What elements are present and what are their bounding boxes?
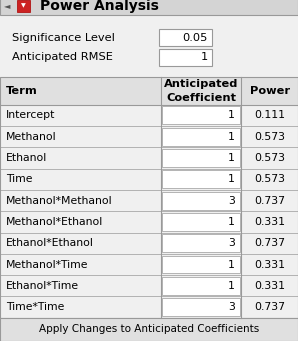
- Text: Significance Level: Significance Level: [12, 32, 115, 43]
- Text: 0.737: 0.737: [254, 238, 285, 248]
- Text: Methanol*Methanol: Methanol*Methanol: [6, 196, 113, 206]
- Text: 1: 1: [228, 174, 235, 184]
- Text: 0.05: 0.05: [183, 32, 208, 43]
- Text: Ethanol: Ethanol: [6, 153, 47, 163]
- Text: 0.737: 0.737: [254, 196, 285, 206]
- Text: 1: 1: [228, 217, 235, 227]
- FancyBboxPatch shape: [162, 128, 240, 146]
- FancyBboxPatch shape: [0, 318, 298, 341]
- FancyBboxPatch shape: [17, 0, 30, 12]
- FancyBboxPatch shape: [159, 49, 212, 66]
- FancyBboxPatch shape: [162, 234, 240, 252]
- Text: 3: 3: [228, 302, 235, 312]
- FancyBboxPatch shape: [162, 192, 240, 209]
- Text: 0.331: 0.331: [254, 217, 285, 227]
- Text: Power: Power: [250, 86, 290, 96]
- Text: 1: 1: [228, 132, 235, 142]
- Text: 1: 1: [228, 153, 235, 163]
- FancyBboxPatch shape: [162, 106, 240, 124]
- Text: 1: 1: [228, 110, 235, 120]
- Text: Term: Term: [6, 86, 38, 96]
- Text: 3: 3: [228, 196, 235, 206]
- Text: Anticipated: Anticipated: [164, 79, 238, 89]
- Text: 0.111: 0.111: [254, 110, 285, 120]
- FancyBboxPatch shape: [0, 0, 298, 15]
- Text: ▼: ▼: [21, 4, 26, 9]
- Text: Ethanol*Ethanol: Ethanol*Ethanol: [6, 238, 94, 248]
- Text: Time: Time: [6, 174, 32, 184]
- Text: Time*Time: Time*Time: [6, 302, 64, 312]
- Text: ◄: ◄: [4, 1, 11, 11]
- Text: 0.737: 0.737: [254, 302, 285, 312]
- Text: Anticipated RMSE: Anticipated RMSE: [12, 52, 113, 62]
- Text: Methanol*Time: Methanol*Time: [6, 260, 89, 269]
- FancyBboxPatch shape: [159, 29, 212, 46]
- FancyBboxPatch shape: [162, 213, 240, 231]
- Text: 1: 1: [228, 281, 235, 291]
- FancyBboxPatch shape: [0, 77, 298, 105]
- Text: Methanol*Ethanol: Methanol*Ethanol: [6, 217, 103, 227]
- FancyBboxPatch shape: [162, 149, 240, 167]
- Text: 0.573: 0.573: [254, 132, 285, 142]
- FancyBboxPatch shape: [162, 277, 240, 295]
- FancyBboxPatch shape: [162, 298, 240, 316]
- Text: Apply Changes to Anticipated Coefficients: Apply Changes to Anticipated Coefficient…: [39, 324, 259, 335]
- Text: 0.573: 0.573: [254, 174, 285, 184]
- Text: 1: 1: [201, 52, 208, 62]
- Text: Power Analysis: Power Analysis: [40, 0, 159, 13]
- Text: 3: 3: [228, 238, 235, 248]
- Text: Intercept: Intercept: [6, 110, 55, 120]
- Text: 0.573: 0.573: [254, 153, 285, 163]
- Text: Ethanol*Time: Ethanol*Time: [6, 281, 79, 291]
- FancyBboxPatch shape: [162, 170, 240, 188]
- Text: Coefficient: Coefficient: [166, 92, 236, 103]
- Text: 0.331: 0.331: [254, 260, 285, 269]
- Text: 1: 1: [228, 260, 235, 269]
- Text: Methanol: Methanol: [6, 132, 57, 142]
- FancyBboxPatch shape: [162, 256, 240, 273]
- Text: 0.331: 0.331: [254, 281, 285, 291]
